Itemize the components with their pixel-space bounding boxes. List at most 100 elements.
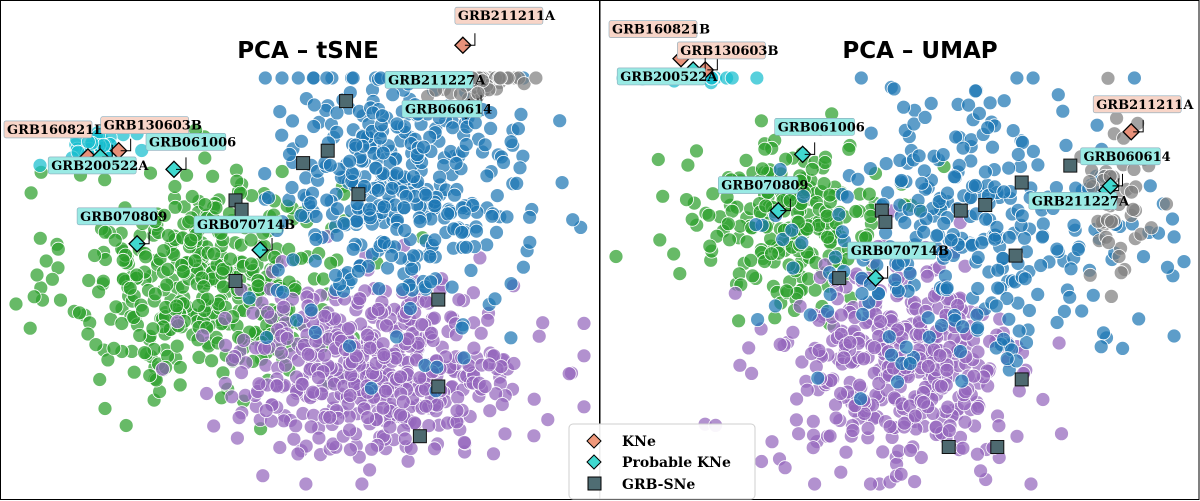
legend-label-probable-kne: Probable KNe [622,455,731,471]
cluster-point [1049,241,1065,257]
grb-sne-marker [412,429,427,444]
cluster-point [489,224,504,240]
cluster-point [8,296,24,312]
cluster-point [479,237,495,253]
cluster-point [822,286,838,302]
cluster-point [1066,217,1082,233]
cluster-point [217,310,233,326]
cluster-point [996,184,1012,200]
cluster-point [375,145,391,161]
cluster-point [768,298,783,314]
cluster-point [389,165,405,181]
cluster-point [1009,428,1025,444]
cluster-point [1033,258,1049,273]
cluster-point [516,259,531,275]
cluster-point [982,95,998,111]
cluster-point [920,268,935,284]
cluster-point [487,291,503,307]
cluster-point [820,303,835,319]
cluster-point [722,232,737,248]
cluster-point [465,285,481,301]
cluster-point [522,209,537,225]
cluster-point [458,239,474,255]
cluster-point [1050,87,1066,103]
cluster-point [307,324,323,340]
cluster-point [785,324,801,340]
cluster-point [608,249,624,264]
cluster-point [1096,325,1111,341]
grb-sne-marker [431,292,446,307]
cluster-point [1058,137,1074,153]
grb-sne-marker [832,271,847,286]
cluster-point [206,246,222,262]
cluster-point [1115,340,1130,356]
cluster-point [88,337,104,353]
cluster-point [935,147,951,163]
probable-kne-label-box [193,215,283,234]
cluster-point [258,403,274,419]
cluster-point [29,267,45,283]
cluster-point [370,302,386,317]
cluster-point [939,280,955,296]
probable-kne-label: GRB060614 [1084,150,1171,165]
grb-sne-marker [339,94,354,109]
cluster-point [363,380,379,396]
cluster-point [902,265,918,281]
cluster-point [1001,160,1017,176]
cluster-point [863,161,878,177]
cluster-point [147,286,163,302]
cluster-point [1082,174,1097,190]
cluster-point [1062,289,1078,305]
cluster-point [305,70,321,86]
cluster-point [920,310,936,326]
cluster-point [860,421,876,436]
cluster-point [576,315,592,331]
cluster-point [1104,214,1119,230]
grb-sne-marker [1014,372,1029,387]
cluster-point [129,267,145,283]
cluster-point [1030,286,1046,302]
cluster-point [303,302,319,318]
cluster-point [412,214,428,229]
cluster-point [869,257,885,273]
cluster-point [354,476,370,492]
cluster-point [509,175,525,191]
grb-sne-marker [941,440,956,454]
cluster-point [452,86,468,102]
cluster-point [274,70,290,86]
cluster-point [513,107,529,122]
cluster-point [988,298,1004,314]
cluster-point [350,263,366,279]
cluster-point [477,378,493,394]
cluster-point [306,119,322,134]
cluster-point [754,454,769,469]
cluster-point [506,356,522,371]
cluster-point [342,442,358,458]
cluster-point [196,279,212,295]
cluster-point [892,152,908,168]
cluster-point [1017,230,1032,246]
cluster-point [817,155,833,170]
cluster-point [955,140,971,156]
cluster-point [395,394,411,410]
cluster-point [26,289,42,305]
cluster-point [1113,265,1129,281]
cluster-point [970,281,986,296]
cluster-point [245,305,261,321]
cluster-point [362,462,378,478]
cluster-point [482,403,498,419]
cluster-point [878,156,894,172]
probable-kne-marker [165,160,183,179]
cluster-point [955,440,971,456]
cluster-point [916,394,931,410]
cluster-point [970,249,986,265]
legend: KNe Probable KNe GRB-SNe [568,423,756,500]
cluster-point [175,264,191,280]
cluster-point [755,161,770,177]
cluster-point [890,257,906,273]
cluster-point [484,208,500,224]
cluster-point [802,307,818,323]
cluster-point [156,243,172,259]
cluster-point [528,70,544,86]
